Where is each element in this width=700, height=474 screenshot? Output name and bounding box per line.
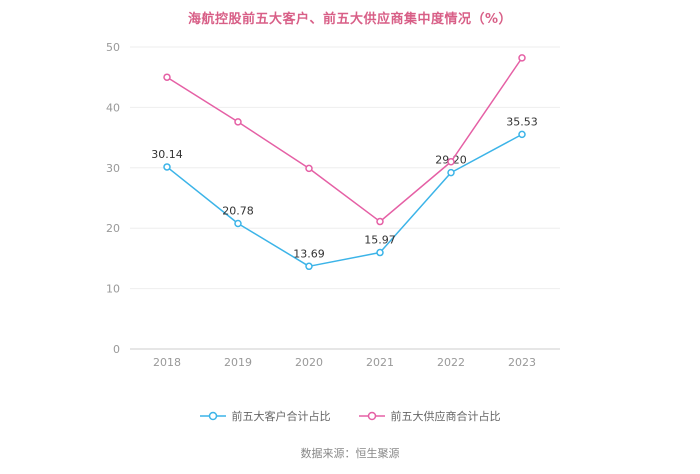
data-point[interactable] — [376, 217, 384, 226]
legend-marker-suppliers — [358, 411, 385, 421]
x-tick-label: 2021 — [366, 356, 394, 369]
y-tick-label: 20 — [106, 222, 120, 235]
legend-item-suppliers[interactable]: 前五大供应商合计占比 — [358, 408, 501, 424]
data-point[interactable] — [376, 248, 384, 257]
data-point[interactable] — [518, 130, 526, 139]
y-tick-label: 10 — [106, 283, 120, 296]
y-tick-label: 50 — [106, 41, 120, 54]
data-point[interactable] — [163, 163, 171, 171]
x-tick-label: 2022 — [437, 356, 465, 369]
data-point[interactable] — [305, 262, 313, 271]
data-point[interactable] — [447, 168, 455, 177]
chart-title: 海航控股前五大客户、前五大供应商集中度情况（%） — [187, 12, 513, 27]
chart-legend: 前五大客户合计占比 前五大供应商合计占比 — [0, 408, 700, 424]
data-label: 20.78 — [222, 204, 254, 217]
series-line — [166, 57, 523, 223]
data-point[interactable] — [447, 158, 455, 166]
y-tick-label: 40 — [106, 101, 120, 114]
series-line — [166, 133, 523, 268]
legend-item-customers[interactable]: 前五大客户合计占比 — [199, 408, 331, 424]
x-tick-label: 2020 — [295, 356, 323, 369]
y-tick-label: 0 — [113, 343, 120, 356]
data-point[interactable] — [234, 219, 242, 228]
data-point[interactable] — [518, 54, 526, 62]
y-tick-label: 30 — [106, 162, 120, 175]
data-label: 13.69 — [293, 247, 325, 260]
line-chart-canvas: 0 10 20 30 40 50 2018 2019 2020 2021 2022 2023 30.14… — [106, 41, 560, 369]
legend-label-suppliers: 前五大供应商合计占比 — [390, 410, 501, 423]
data-label: 15.97 — [364, 234, 396, 247]
data-label: 30.14 — [151, 148, 183, 161]
legend-marker-customers — [199, 411, 226, 421]
x-tick-label: 2019 — [224, 356, 252, 369]
data-label: 35.53 — [506, 115, 538, 128]
data-source: 数据来源：恒生聚源 — [300, 447, 400, 460]
data-point[interactable] — [163, 73, 171, 81]
x-tick-label: 2023 — [508, 356, 536, 369]
data-point[interactable] — [305, 164, 313, 173]
data-point[interactable] — [234, 118, 242, 126]
x-tick-label: 2018 — [153, 356, 181, 369]
legend-label-customers: 前五大客户合计占比 — [231, 410, 331, 423]
